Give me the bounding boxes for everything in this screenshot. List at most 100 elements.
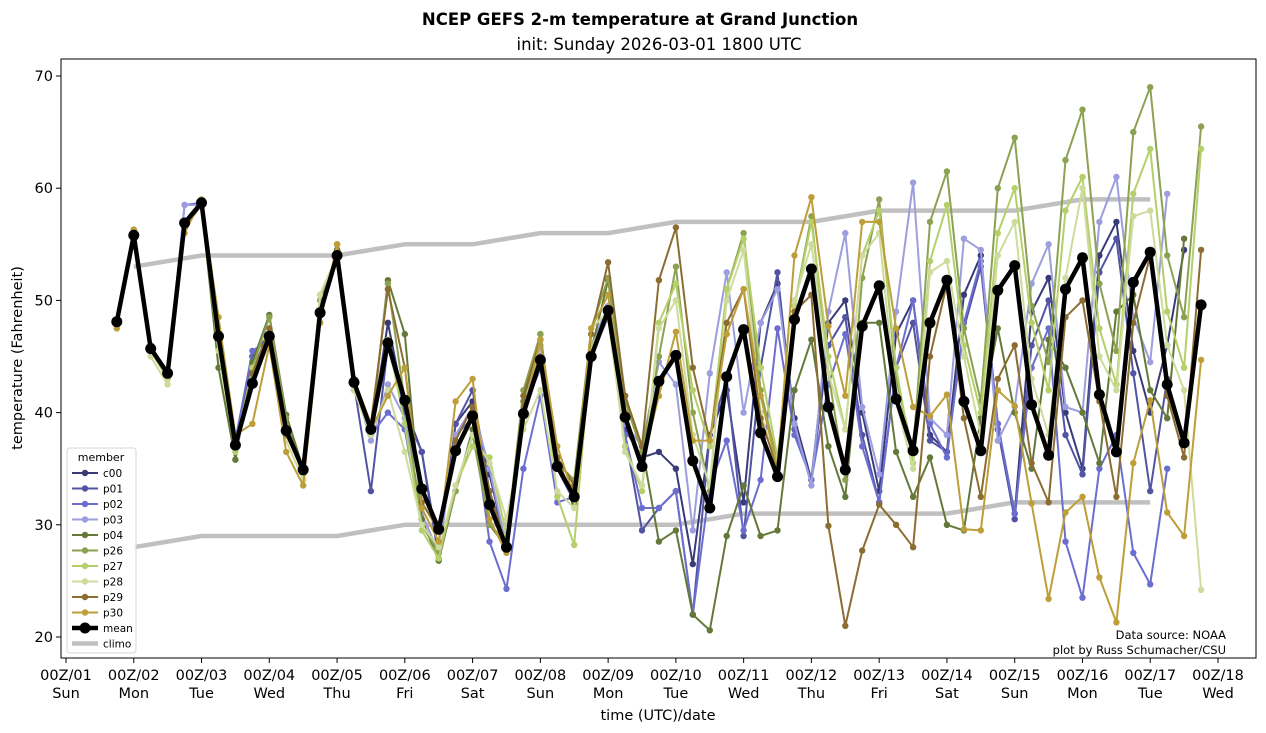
point-p28 [1062, 274, 1069, 282]
legend-marker-p04 [81, 531, 89, 539]
point-p03 [723, 269, 730, 276]
point-p02 [1147, 581, 1154, 588]
point-p26 [266, 314, 273, 321]
point-p30 [604, 291, 612, 298]
point-p27 [418, 527, 425, 534]
point-mean [314, 307, 326, 319]
x-tick-label-day: Wed [728, 686, 760, 702]
point-p01 [774, 269, 781, 276]
x-tick-label-day: Tue [662, 686, 688, 702]
point-mean [196, 197, 207, 209]
point-mean [484, 499, 495, 511]
point-p02 [486, 538, 493, 545]
point-mean [602, 305, 614, 316]
point-p02 [1062, 538, 1069, 545]
point-p26 [1062, 156, 1069, 164]
point-p28 [1197, 586, 1205, 594]
point-p28 [571, 504, 578, 512]
point-p27 [943, 201, 951, 209]
point-p26 [384, 280, 392, 287]
point-mean [670, 349, 682, 361]
point-p26 [1164, 252, 1171, 259]
legend-marker-p03 [81, 516, 89, 523]
point-p29 [1113, 493, 1120, 500]
legend-label-p03: p03 [103, 515, 123, 527]
point-mean [789, 314, 800, 325]
point-p28 [825, 370, 832, 377]
point-p28 [1164, 342, 1171, 349]
x-tick-label-day: Mon [118, 686, 149, 702]
legend-marker-c00 [81, 469, 89, 477]
point-p04 [909, 493, 917, 500]
point-p30 [1045, 595, 1052, 603]
x-tick-label-day: Sun [527, 686, 555, 702]
point-p28 [740, 246, 747, 254]
point-mean [501, 541, 512, 553]
point-p04 [1079, 409, 1086, 416]
point-mean [941, 274, 953, 286]
point-mean [856, 320, 868, 332]
point-p28 [1180, 387, 1188, 394]
point-p03 [1045, 241, 1052, 248]
legend-label-climo: climo [103, 639, 131, 651]
legend-marker-p30 [81, 609, 89, 616]
point-p01 [1028, 342, 1035, 349]
point-mean [687, 455, 699, 467]
point-p30 [401, 364, 408, 371]
point-p03 [859, 403, 866, 411]
point-p27 [1164, 308, 1171, 315]
point-p04 [1113, 308, 1120, 315]
point-mean [1195, 299, 1207, 311]
point-p04 [672, 527, 680, 534]
point-p27 [1096, 325, 1103, 332]
point-p27 [1197, 145, 1205, 153]
point-mean [653, 375, 665, 387]
point-p03 [791, 420, 798, 427]
point-p29 [994, 375, 1001, 383]
y-tick-label: 20 [35, 630, 53, 646]
point-p28 [435, 544, 442, 551]
point-p02 [1045, 325, 1052, 332]
point-p28 [655, 325, 663, 332]
point-p29 [842, 622, 849, 629]
x-tick-label-day: Wed [253, 686, 285, 702]
point-p29 [1045, 499, 1052, 506]
point-p03 [909, 179, 917, 186]
legend-marker-p26 [81, 547, 89, 554]
point-p29 [926, 353, 934, 360]
point-mean [1077, 252, 1088, 264]
point-p30 [1180, 532, 1188, 540]
point-p03 [943, 431, 951, 439]
point-p29 [689, 364, 696, 371]
point-p26 [740, 229, 747, 237]
point-mean [636, 461, 648, 472]
point-p28 [672, 297, 680, 304]
legend-marker-mean [79, 622, 91, 634]
point-p27 [1045, 387, 1052, 394]
climo-high-line [133, 197, 1151, 269]
point-p30 [1130, 459, 1137, 467]
point-p03 [977, 246, 984, 254]
point-p04 [706, 627, 713, 634]
point-mean [907, 445, 919, 457]
point-p03 [774, 286, 781, 293]
point-p30 [249, 420, 256, 427]
point-p27 [876, 207, 883, 214]
point-p28 [723, 297, 730, 304]
x-tick-label-day: Mon [593, 686, 624, 702]
legend-label-p26: p26 [103, 546, 123, 558]
point-p02 [943, 454, 951, 461]
y-tick-label: 30 [35, 518, 53, 534]
point-p03 [689, 527, 696, 534]
x-axis: 00Z/01 Sun 00Z/02 Mon 00Z/03 Tue 00Z/04 Wed 00Z/… [40, 658, 1244, 702]
point-p29 [655, 277, 663, 284]
point-p01 [1113, 235, 1120, 242]
x-tick-label-day: Wed [1202, 686, 1234, 702]
point-p30 [876, 218, 883, 226]
point-p28 [401, 448, 408, 456]
point-p03 [740, 409, 747, 416]
point-mean [162, 367, 174, 379]
point-mean [416, 483, 428, 495]
point-p02 [757, 476, 764, 484]
point-c00 [384, 319, 392, 326]
